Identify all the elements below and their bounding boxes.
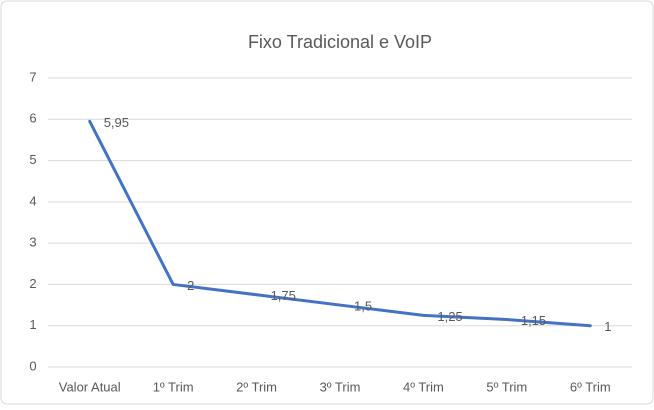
y-tick-label: 3 bbox=[29, 235, 36, 250]
data-label: 2 bbox=[187, 278, 194, 293]
data-label: 1,25 bbox=[437, 309, 462, 324]
y-tick-label: 0 bbox=[29, 358, 36, 373]
data-label: 5,95 bbox=[104, 115, 129, 130]
y-tick-label: 5 bbox=[29, 152, 36, 167]
x-tick-label: 1º Trim bbox=[153, 379, 194, 394]
y-tick-label: 1 bbox=[29, 317, 36, 332]
y-tick-label: 7 bbox=[29, 69, 36, 84]
x-tick-label: 2º Trim bbox=[236, 379, 277, 394]
data-line bbox=[88, 119, 592, 328]
x-tick-label: 4º Trim bbox=[403, 379, 444, 394]
x-tick-label: 3º Trim bbox=[320, 379, 361, 394]
x-tick-label: 5º Trim bbox=[486, 379, 527, 394]
y-tick-label: 4 bbox=[29, 193, 36, 208]
x-tick-label: 6º Trim bbox=[570, 379, 611, 394]
data-label: 1,15 bbox=[521, 313, 546, 328]
y-tick-label: 6 bbox=[29, 111, 36, 126]
data-label: 1,5 bbox=[354, 299, 372, 314]
data-label: 1,75 bbox=[271, 288, 296, 303]
data-label: 1 bbox=[604, 319, 611, 334]
x-tick-label: Valor Atual bbox=[59, 379, 121, 394]
chart-title: Fixo Tradicional e VoIP bbox=[248, 32, 432, 52]
y-tick-label: 2 bbox=[29, 276, 36, 291]
